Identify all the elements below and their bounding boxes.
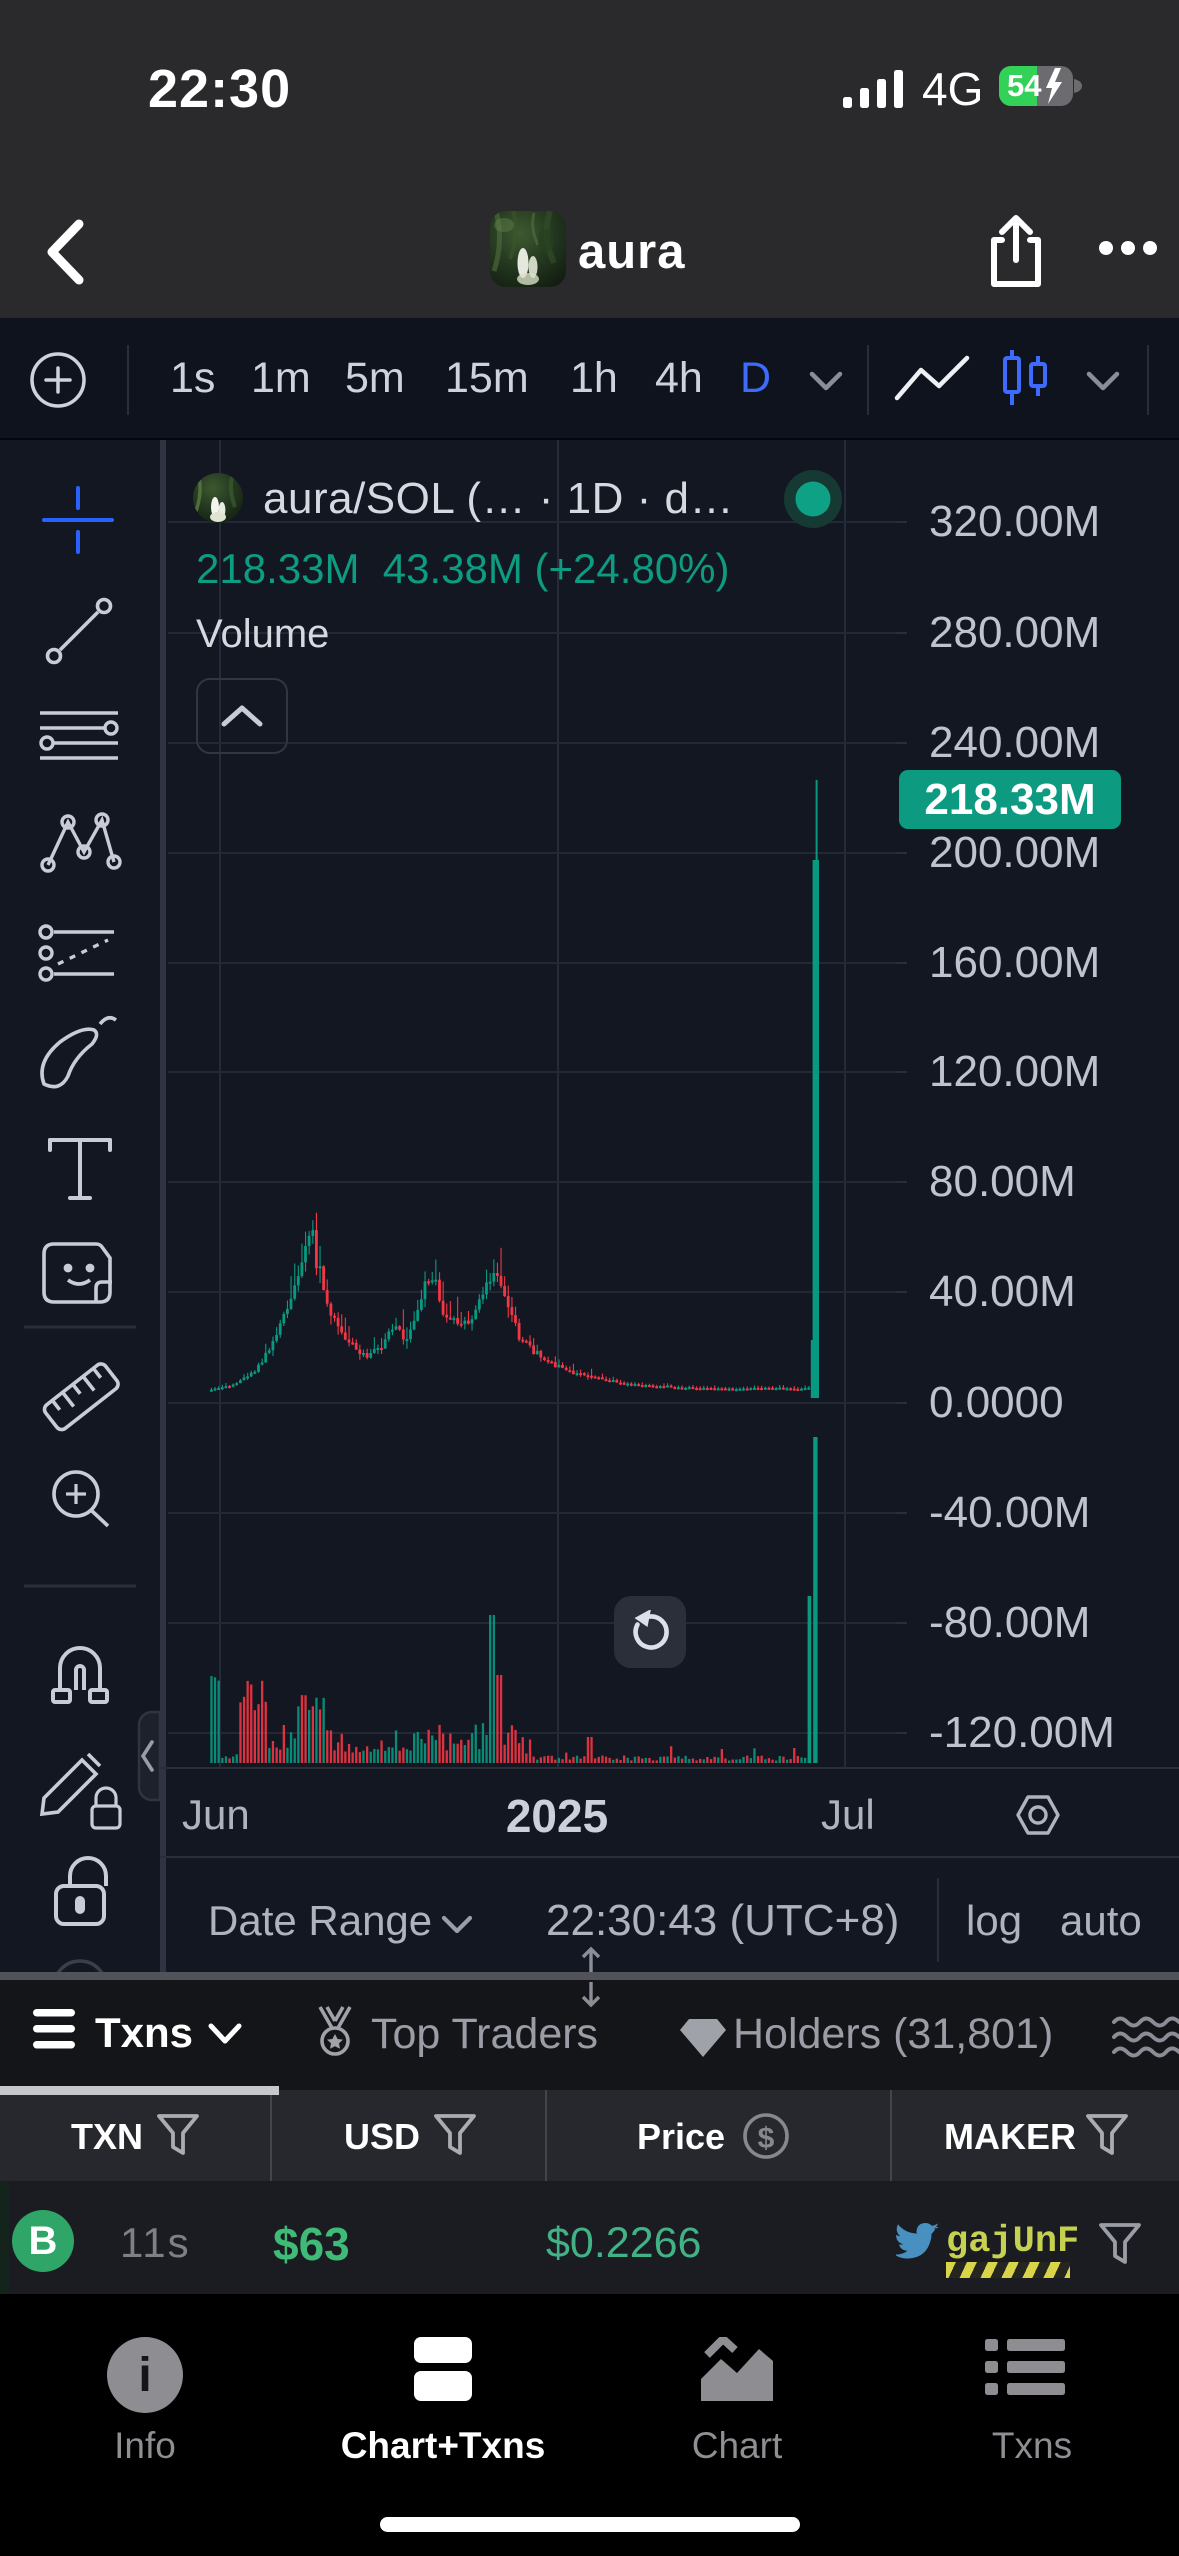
- svg-text:$: $: [758, 2122, 775, 2155]
- svg-text:54: 54: [1007, 68, 1042, 103]
